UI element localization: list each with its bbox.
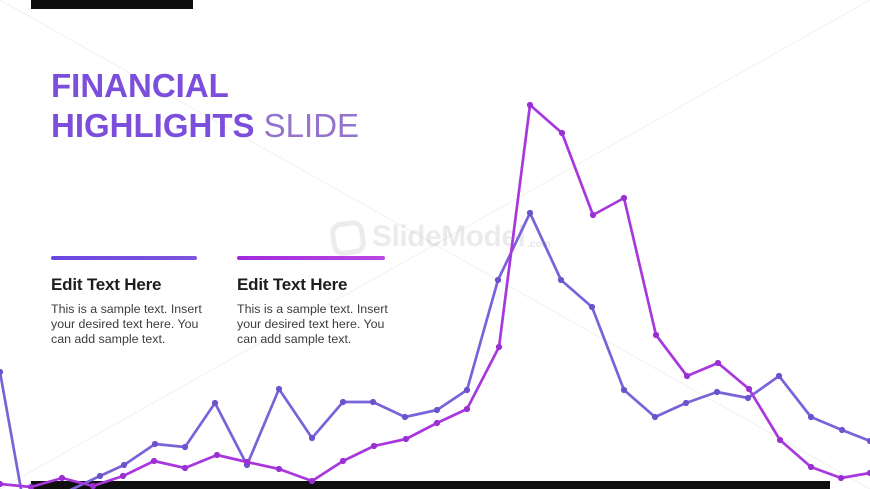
title-line2-strong: HIGHLIGHTS (51, 107, 255, 144)
violet-line-marker (588, 303, 596, 311)
watermark-brand-text: SlideModel (372, 220, 526, 253)
title-line1: FINANCIAL (51, 67, 229, 104)
title-line2-light: SLIDE (263, 107, 360, 144)
divider-2 (237, 256, 385, 260)
magenta-line-marker (275, 465, 283, 473)
violet-line-marker (369, 398, 377, 406)
magenta-line-marker (745, 385, 753, 393)
magenta-line-marker (683, 372, 691, 380)
top-accent-bar (31, 0, 193, 9)
magenta-line-marker (807, 463, 815, 471)
placeholder-2-body[interactable]: This is a sample text. Insert your desir… (237, 301, 388, 347)
violet-line-marker (744, 394, 752, 402)
slidemodel-watermark: SlideModel .com (328, 218, 551, 258)
violet-line-marker (275, 385, 283, 393)
slide-title[interactable]: FINANCIAL HIGHLIGHTS SLIDE (51, 66, 359, 146)
violet-line-marker (96, 472, 104, 480)
magenta-line-marker (181, 464, 189, 472)
bottom-accent-bar (31, 481, 830, 489)
violet-line-marker (620, 386, 628, 394)
magenta-line-marker (0, 480, 4, 488)
text-placeholder-1[interactable]: Edit Text Here This is a sample text. In… (51, 256, 209, 348)
magenta-line-marker (463, 405, 471, 413)
violet-line (0, 211, 870, 489)
magenta-line-marker (714, 359, 722, 367)
magenta-line-marker (526, 101, 534, 109)
watermark-tld-text: .com (527, 239, 551, 250)
magenta-line-marker (589, 211, 597, 219)
violet-line-marker (651, 413, 659, 421)
magenta-line-marker (213, 451, 221, 459)
violet-line-marker (526, 209, 534, 217)
violet-line-marker (0, 368, 4, 376)
magenta-line-marker (402, 435, 410, 443)
magenta-line-marker (433, 419, 441, 427)
violet-line-marker (308, 434, 316, 442)
violet-line-marker (339, 398, 347, 406)
violet-line-marker (682, 399, 690, 407)
placeholder-1-body[interactable]: This is a sample text. Insert your desir… (51, 301, 202, 347)
violet-line-marker (463, 386, 471, 394)
divider-1 (51, 256, 197, 260)
text-placeholder-2[interactable]: Edit Text Here This is a sample text. In… (237, 256, 395, 348)
violet-line-marker (433, 406, 441, 414)
violet-line-marker (494, 276, 502, 284)
violet-line-marker (838, 426, 846, 434)
violet-line-marker (807, 413, 815, 421)
magenta-line-marker (652, 331, 660, 339)
magenta-line-marker (370, 442, 378, 450)
magenta-line-marker (243, 458, 251, 466)
violet-line-marker (181, 443, 189, 451)
magenta-line-marker (620, 194, 628, 202)
violet-line-marker (151, 440, 159, 448)
violet-line-marker (211, 399, 219, 407)
magenta-line-marker (776, 436, 784, 444)
violet-line-marker (713, 388, 721, 396)
magenta-line-marker (119, 472, 127, 480)
magenta-line-marker (150, 457, 158, 465)
violet-line-marker (243, 461, 251, 469)
magenta-line-marker (558, 129, 566, 137)
placeholder-2-heading[interactable]: Edit Text Here (237, 274, 348, 294)
magenta-line-marker (339, 457, 347, 465)
magenta-line-marker (495, 343, 503, 351)
violet-line-marker (557, 276, 565, 284)
violet-line-marker (775, 372, 783, 380)
violet-line-marker (120, 461, 128, 469)
slidemodel-logo-icon (328, 218, 368, 258)
placeholder-1-heading[interactable]: Edit Text Here (51, 274, 162, 294)
magenta-line-marker (837, 474, 845, 482)
violet-line-marker (401, 413, 409, 421)
